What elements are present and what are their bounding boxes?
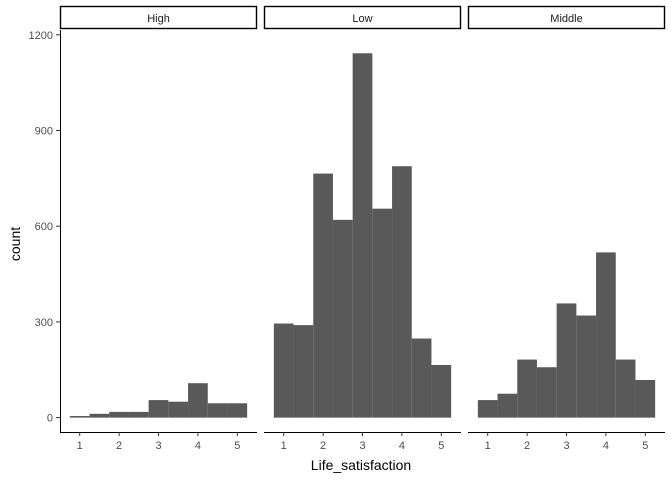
histogram-bar: [128, 411, 149, 418]
x-tick-label: 2: [320, 440, 326, 452]
facet-strip: [59, 5, 258, 30]
x-tick-label: 1: [77, 440, 83, 452]
histogram-bar: [615, 359, 636, 418]
histogram-bar: [89, 413, 110, 418]
histogram-bar: [372, 208, 393, 418]
histogram-bar: [431, 365, 452, 418]
x-tick-label: 3: [359, 440, 365, 452]
x-tick-label: 5: [642, 440, 648, 452]
x-tick-label: 2: [116, 440, 122, 452]
histogram-bar: [109, 411, 129, 418]
histogram-bar: [69, 416, 90, 418]
x-tick-label: 5: [234, 440, 240, 452]
x-tick-label: 1: [485, 440, 491, 452]
x-tick-label: 1: [281, 440, 287, 452]
facet-panel-high: High 1 2 3 4 5: [59, 5, 258, 452]
histogram-bar: [273, 323, 294, 418]
histogram-bar: [596, 252, 616, 418]
x-tick-label: 5: [438, 440, 444, 452]
histogram-bar: [517, 359, 537, 418]
x-tick-label: 3: [563, 440, 569, 452]
y-tick-label: 900: [35, 126, 53, 138]
y-tick-label: 0: [47, 413, 53, 425]
facet-strip: [467, 5, 666, 30]
facet-strip-label: Low: [352, 13, 372, 25]
histogram-bar: [227, 403, 248, 418]
facets-layer: 0 300 600 900 1200 High 1 2 3 4 5 Low 1 2 3 4 5 Middle 1 2 3…: [29, 5, 666, 452]
histogram-bar: [635, 379, 656, 418]
histogram-bar: [392, 166, 412, 418]
histogram-bar: [411, 338, 432, 418]
x-tick-label: 3: [155, 440, 161, 452]
histogram-bar: [207, 403, 228, 418]
x-tick-label: 4: [603, 440, 609, 452]
histogram-bar: [576, 315, 597, 418]
histogram-bar: [477, 400, 498, 418]
y-axis-title: count: [7, 227, 23, 261]
histogram-bar: [148, 400, 169, 418]
x-tick-label: 4: [195, 440, 201, 452]
y-tick-label: 300: [35, 317, 53, 329]
y-tick-label: 600: [35, 221, 53, 233]
facet-panel-low: Low 1 2 3 4 5: [263, 5, 462, 452]
histogram-bar: [497, 393, 518, 418]
y-tick-label: 1200: [29, 30, 53, 42]
facet-strip-label: Middle: [550, 13, 582, 25]
histogram-bar: [168, 401, 189, 418]
facet-strip-label: High: [147, 13, 170, 25]
histogram-bar: [556, 303, 577, 418]
histogram-bar: [352, 53, 373, 418]
histogram-bar: [536, 367, 557, 418]
facet-strip: [263, 5, 462, 30]
histogram-bar: [188, 383, 208, 418]
x-tick-label: 4: [399, 440, 405, 452]
histogram-bar: [332, 219, 353, 418]
histogram-bar: [313, 173, 333, 418]
histogram-bar: [293, 325, 314, 418]
x-axis-title: Life_satisfaction: [311, 457, 411, 473]
x-tick-label: 2: [524, 440, 530, 452]
facet-panel-middle: Middle 1 2 3 4 5: [467, 5, 666, 452]
